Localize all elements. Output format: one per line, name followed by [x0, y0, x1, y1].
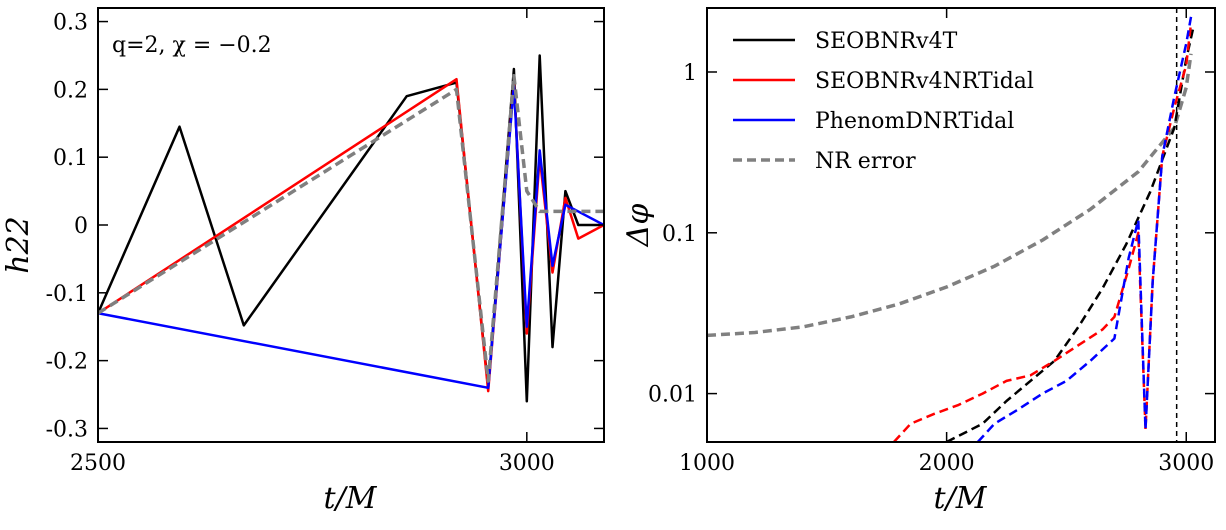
- left-series-layer: [98, 54, 604, 403]
- legend-label: PhenomDNRTidal: [815, 109, 1014, 134]
- left-y-axis-label: h22: [1, 216, 36, 274]
- x-tick-label: 2000: [919, 451, 975, 476]
- y-tick-label: 0.01: [648, 383, 697, 408]
- y-tick-label: -0.1: [46, 282, 88, 307]
- legend-label: SEOBNRv4NRTidal: [815, 69, 1034, 94]
- left-chart: 2500 3000 0.3 0.2 0.1 0 -0.1 -0.2 -0.3 q=2, χ = …: [1, 7, 605, 516]
- y-tick-label: 0: [74, 214, 88, 239]
- y-tick-label: 0.3: [53, 11, 88, 36]
- y-tick-label: 0.1: [53, 146, 88, 171]
- series-phenomdnrtidal-dphi: [976, 16, 1193, 442]
- right-y-axis-label: Δφ: [621, 204, 656, 248]
- x-tick-label: 3000: [1158, 451, 1214, 476]
- y-tick-label: 0.2: [53, 78, 88, 103]
- series-seobnrv4t: [98, 54, 604, 403]
- legend-label: SEOBNRv4T: [815, 29, 958, 54]
- right-chart: 1000 2000 3000 1 0.1 0.01 SEOBNRv4T SEOBNRv4NR…: [621, 7, 1216, 516]
- series-seobnrv4t-dphi: [946, 26, 1195, 442]
- x-tick-label: 2500: [70, 451, 126, 476]
- y-tick-label: 1: [683, 61, 697, 86]
- series-nr-error: [707, 53, 1193, 338]
- right-plot-frame: [706, 7, 1216, 443]
- right-series-layer: [707, 8, 1195, 442]
- y-tick-label: -0.2: [46, 350, 88, 375]
- legend-label: NR error: [815, 149, 916, 174]
- y-tick-label: -0.3: [46, 417, 88, 442]
- right-ticks-layer: 1000 2000 3000 1 0.1 0.01: [648, 8, 1215, 476]
- x-tick-label: 3000: [499, 451, 555, 476]
- left-annotation: q=2, χ = −0.2: [112, 33, 272, 58]
- left-x-axis-label: t/M: [324, 481, 378, 516]
- left-ticks-layer: 2500 3000 0.3 0.2 0.1 0 -0.1 -0.2 -0.3: [46, 8, 604, 476]
- legend: SEOBNRv4T SEOBNRv4NRTidal PhenomDNRTidal NR…: [733, 29, 1034, 174]
- right-x-axis-label: t/M: [934, 481, 988, 516]
- x-tick-label: 1000: [679, 451, 735, 476]
- y-tick-label: 0.1: [662, 222, 697, 247]
- series-nr: [98, 74, 604, 383]
